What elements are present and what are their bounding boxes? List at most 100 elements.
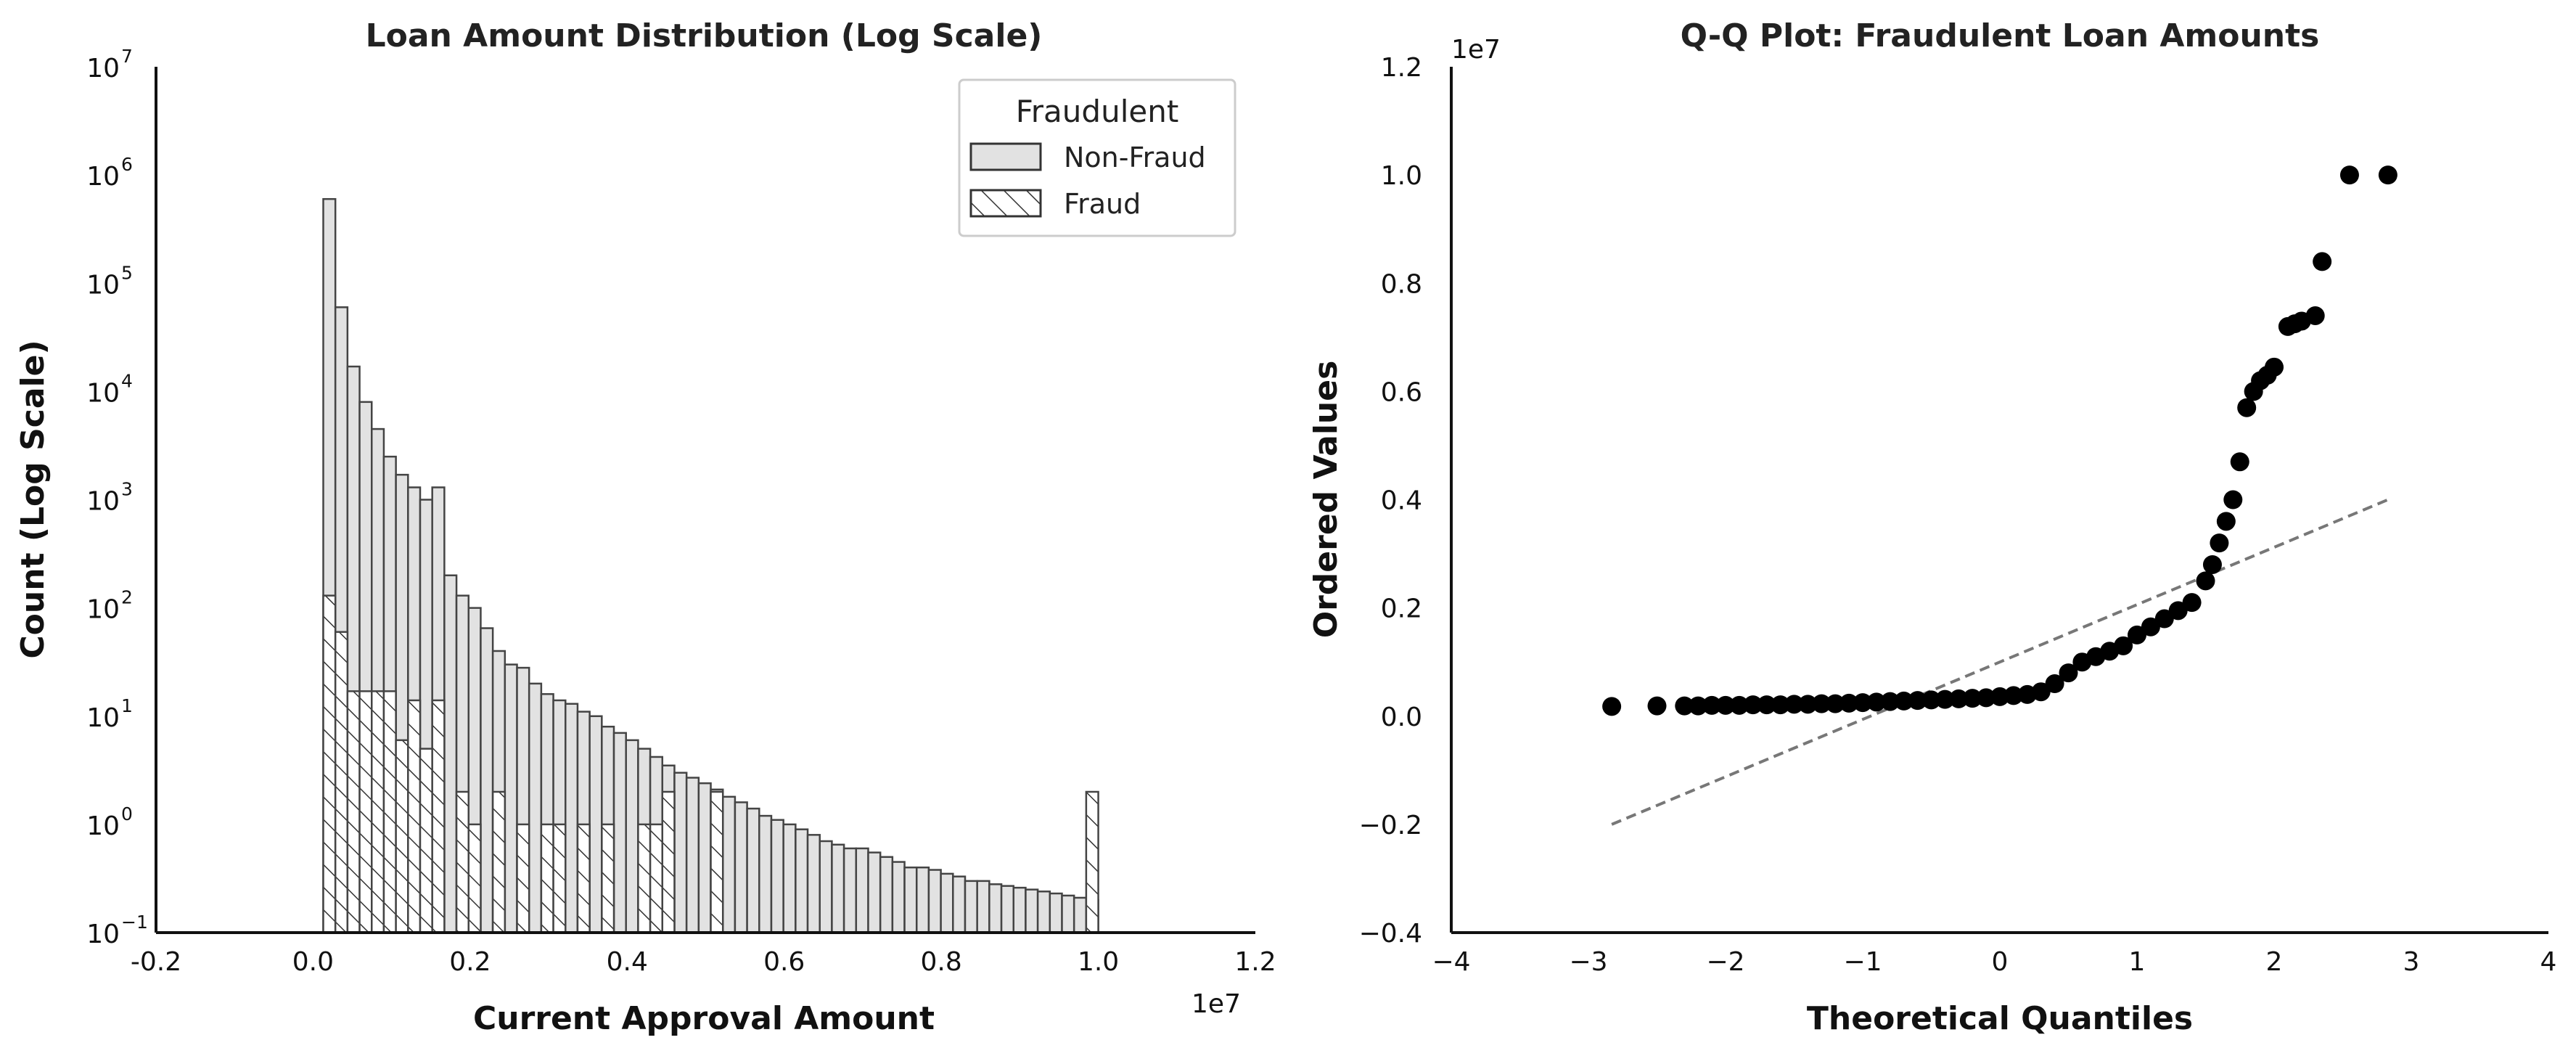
histogram-x-tick: 0.4 [607, 947, 648, 977]
qq-point-57 [2378, 165, 2397, 185]
qq-point-26 [2003, 686, 2023, 705]
non-fraud-bar-58 [1025, 888, 1039, 934]
fraud-bar-27 [649, 823, 664, 934]
non-fraud-bar-51 [940, 872, 954, 934]
fraud-bar-9 [431, 699, 446, 934]
fraud-bar-11 [455, 790, 470, 934]
legend-label-fraud: Fraud [1064, 188, 1141, 220]
legend-swatch-fraud [969, 189, 1042, 218]
histogram-x-tick: -0.2 [131, 947, 181, 977]
qq-x-tick: 2 [2266, 947, 2283, 977]
qq-point-20 [1921, 690, 1941, 710]
histogram-x-tick: 0.0 [292, 947, 334, 977]
histogram-x-tick: 1.0 [1078, 947, 1119, 977]
qq-y-tick: 0.4 [1381, 486, 1422, 516]
non-fraud-bar-47 [891, 861, 906, 934]
qq-point-17 [1880, 692, 1900, 711]
qq-x-tick: 1 [2129, 947, 2146, 977]
qq-y-tick: −0.4 [1359, 919, 1422, 949]
non-fraud-bar-46 [879, 856, 894, 934]
qq-y-offset: 1e7 [1451, 35, 1501, 65]
qq-y-tick: 0.2 [1381, 594, 1422, 624]
non-fraud-bar-53 [964, 880, 978, 934]
qq-point-54 [2305, 306, 2325, 325]
qq-point-50 [2265, 357, 2284, 377]
non-fraud-bar-35 [746, 807, 760, 934]
qq-title: Q-Q Plot: Fraudulent Loan Amounts [1681, 17, 2320, 54]
non-fraud-bar-34 [734, 801, 748, 934]
non-fraud-bar-44 [855, 847, 869, 934]
histogram-y-tick-exponent: 4 [121, 370, 133, 391]
qq-point-15 [1853, 693, 1872, 713]
qq-x-tick: −4 [1432, 947, 1470, 977]
histogram-x-tick: 0.2 [449, 947, 491, 977]
qq-x-tick: 4 [2540, 947, 2557, 977]
qq-point-24 [1977, 688, 1996, 708]
qq-point-19 [1908, 691, 1927, 711]
histogram-x-offset: 1e7 [1191, 989, 1241, 1019]
non-fraud-bar-48 [903, 866, 918, 934]
non-fraud-bar-25 [625, 739, 639, 934]
histogram-y-tick-exponent: 7 [121, 46, 133, 67]
qq-x-tick: 3 [2403, 947, 2420, 977]
fraud-bar-0 [322, 594, 337, 934]
non-fraud-bar-22 [588, 715, 603, 934]
fraud-bar-28 [661, 790, 676, 934]
qq-points [1602, 165, 2397, 716]
qq-point-10 [1784, 695, 1804, 714]
qq-point-45 [2230, 452, 2249, 472]
histogram-y-tick-exponent: 2 [121, 587, 133, 608]
non-fraud-bar-39 [795, 828, 809, 934]
qq-point-55 [2313, 252, 2332, 271]
qq-y-tick: 1.2 [1381, 53, 1422, 83]
histogram-y-tick: 10 [86, 487, 120, 517]
fraud-bar-19 [552, 823, 567, 934]
non-fraud-bar-30 [685, 777, 700, 934]
non-fraud-bar-54 [976, 880, 990, 934]
fraud-bar-3 [358, 690, 373, 934]
histogram-y-tick-exponent: 5 [121, 262, 133, 283]
qq-x-tick: −3 [1569, 947, 1607, 977]
qq-point-21 [1935, 689, 1955, 709]
fraud-bar-16 [516, 823, 530, 934]
non-fraud-bar-59 [1036, 891, 1051, 934]
legend-label-non-fraud: Non-Fraud [1064, 142, 1206, 173]
non-fraud-bar-61 [1061, 894, 1075, 934]
qq-point-7 [1743, 695, 1763, 715]
histogram-x-tick: 0.6 [763, 947, 805, 977]
non-fraud-bar-42 [831, 843, 845, 934]
qq-point-14 [1839, 693, 1859, 713]
qq-x-tick: −2 [1706, 947, 1744, 977]
non-fraud-bar-31 [697, 782, 712, 934]
non-fraud-bar-56 [1000, 885, 1015, 934]
qq-y-tick: 0.6 [1381, 377, 1422, 407]
fraud-bar-21 [576, 823, 591, 934]
non-fraud-bar-37 [770, 819, 784, 934]
histogram-y-tick: 10 [86, 270, 120, 300]
qq-y-tick: 0.8 [1381, 269, 1422, 299]
non-fraud-bar-15 [504, 663, 518, 934]
qq-point-43 [2216, 512, 2236, 531]
fraud-bar-6 [395, 739, 409, 934]
non-fraud-bar-62 [1072, 896, 1088, 934]
fraud-bar-5 [382, 690, 397, 934]
fraud-bar-8 [419, 748, 433, 934]
non-fraud-bar-20 [565, 703, 579, 934]
non-fraud-bar-49 [915, 866, 930, 934]
qq-x-tick: −1 [1843, 947, 1882, 977]
histogram-y-tick: 10 [86, 703, 120, 733]
qq-point-35 [2128, 625, 2146, 644]
non-fraud-bar-60 [1049, 892, 1063, 934]
qq-point-8 [1757, 695, 1776, 715]
histogram-x-label: Current Approval Amount [473, 1000, 935, 1037]
qq-fit-line [1611, 498, 2389, 826]
non-fraud-bar-57 [1012, 886, 1027, 934]
non-fraud-bar-45 [867, 851, 882, 934]
fraud-bar-4 [371, 690, 385, 934]
qq-point-18 [1894, 691, 1913, 711]
qq-point-2 [1675, 696, 1694, 716]
qq-point-29 [2045, 674, 2064, 694]
fraud-bar-26 [637, 823, 652, 934]
qq-point-5 [1716, 695, 1735, 715]
